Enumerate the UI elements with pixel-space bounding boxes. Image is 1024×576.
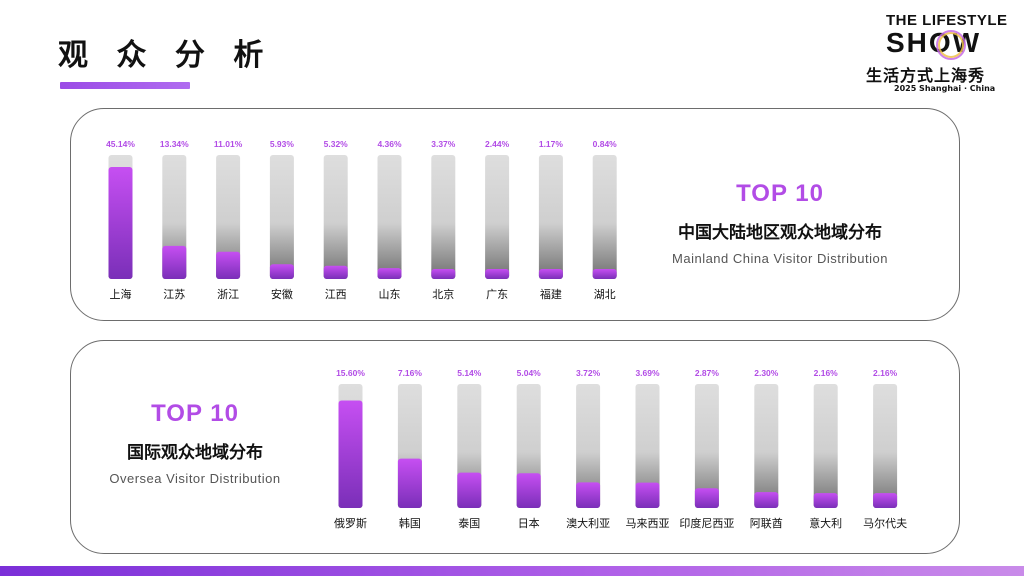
bar-track	[377, 155, 402, 279]
bar-江苏	[162, 245, 187, 279]
category-label: 意大利	[809, 516, 842, 530]
category-label: 澳大利亚	[566, 516, 610, 530]
value-label: 2.44%	[485, 139, 510, 149]
logo-line-4: 2025 Shanghai · China	[894, 84, 996, 93]
value-label: 3.72%	[576, 368, 601, 378]
value-label: 5.04%	[517, 368, 542, 378]
bar-浙江	[216, 251, 241, 279]
bar-韩国	[397, 458, 422, 508]
bar-track	[431, 155, 456, 279]
mainland-top-label: TOP 10	[736, 180, 824, 207]
category-label: 印度尼西亚	[679, 516, 734, 530]
bar-阿联酋	[754, 492, 779, 508]
mainland-heading: TOP 10 中国大陆地区观众地域分布 Mainland China Visit…	[640, 180, 920, 266]
category-label: 广东	[486, 288, 508, 301]
category-label: 马尔代夫	[863, 517, 907, 530]
value-label: 1.17%	[539, 139, 564, 149]
bar-江西	[323, 265, 348, 279]
logo-ring-icon	[936, 30, 966, 60]
bar-山东	[377, 268, 402, 279]
value-label: 11.01%	[214, 139, 243, 149]
bar-track	[576, 384, 601, 508]
value-label: 5.93%	[270, 139, 295, 149]
category-label: 福建	[540, 287, 562, 301]
bar-澳大利亚	[576, 482, 601, 508]
bar-泰国	[457, 472, 482, 508]
event-logo: THE LIFESTYLE SHOW 生活方式上海秀 2025 Shanghai…	[850, 12, 1010, 96]
value-label: 0.84%	[593, 139, 618, 149]
value-label: 7.16%	[398, 368, 423, 378]
bar-track	[592, 155, 617, 279]
bar-上海	[108, 167, 133, 279]
oversea-top-label: TOP 10	[151, 400, 239, 427]
category-label: 泰国	[458, 516, 480, 530]
value-label: 2.16%	[814, 368, 839, 378]
value-label: 3.69%	[635, 368, 660, 378]
value-label: 3.37%	[431, 139, 456, 149]
bar-track	[873, 384, 898, 508]
category-label: 浙江	[217, 288, 239, 301]
page-title: 观 众 分 析	[58, 38, 273, 73]
bar-日本	[516, 473, 541, 508]
bar-track	[754, 384, 779, 508]
value-label: 5.14%	[457, 368, 482, 378]
bar-印度尼西亚	[694, 488, 719, 508]
bar-北京	[431, 269, 456, 279]
bar-广东	[485, 269, 510, 279]
value-label: 13.34%	[160, 139, 189, 149]
mainland-title-cn: 中国大陆地区观众地域分布	[678, 223, 882, 243]
oversea-panel	[70, 340, 960, 554]
title-underline	[60, 82, 190, 89]
value-label: 2.30%	[754, 368, 779, 378]
bar-track	[485, 155, 510, 279]
value-label: 2.87%	[695, 368, 720, 378]
category-label: 马来西亚	[626, 517, 670, 530]
value-label: 4.36%	[377, 139, 402, 149]
value-label: 15.60%	[336, 368, 365, 378]
bar-track	[694, 384, 719, 508]
logo-line-1: THE LIFESTYLE	[886, 12, 1008, 29]
bar-福建	[538, 269, 563, 279]
bar-track	[269, 155, 294, 279]
bar-track	[635, 384, 660, 508]
category-label: 俄罗斯	[334, 517, 367, 530]
oversea-title-en: Oversea Visitor Distribution	[109, 471, 281, 486]
category-label: 北京	[432, 287, 454, 301]
category-label: 山东	[379, 288, 401, 301]
category-label: 韩国	[399, 516, 421, 530]
bar-俄罗斯	[338, 400, 363, 508]
value-label: 5.32%	[324, 139, 349, 149]
bar-track	[813, 384, 838, 508]
category-label: 阿联酋	[750, 516, 783, 530]
bar-意大利	[813, 493, 838, 508]
bottom-accent-bar	[0, 566, 1024, 576]
bar-湖北	[592, 269, 617, 279]
category-label: 上海	[110, 287, 132, 301]
category-label: 湖北	[594, 288, 616, 301]
category-label: 江西	[325, 288, 347, 301]
oversea-heading: TOP 10 国际观众地域分布 Oversea Visitor Distribu…	[95, 400, 295, 486]
category-label: 安徽	[271, 287, 293, 301]
value-label: 45.14%	[106, 139, 135, 149]
bar-马尔代夫	[873, 493, 898, 508]
bar-track	[216, 155, 241, 279]
oversea-bar-chart: 15.60% 俄罗斯 7.16% 韩国 5.14% 泰国 5.04% 日本 3.72% 澳大利亚 3…	[334, 368, 907, 530]
value-label: 2.16%	[873, 368, 898, 378]
oversea-title-cn: 国际观众地域分布	[127, 443, 263, 463]
category-label: 江苏	[163, 288, 185, 301]
mainland-title-en: Mainland China Visitor Distribution	[672, 251, 888, 266]
bar-马来西亚	[635, 482, 660, 508]
bar-安徽	[269, 264, 294, 279]
logo-line-3: 生活方式上海秀	[866, 66, 986, 85]
bar-track	[538, 155, 563, 279]
bar-track	[323, 155, 348, 279]
mainland-bar-chart: 45.14% 上海 13.34% 江苏 11.01% 浙江 5.93% 安徽 5.32% 江西 4.…	[106, 139, 617, 301]
category-label: 日本	[518, 516, 540, 530]
